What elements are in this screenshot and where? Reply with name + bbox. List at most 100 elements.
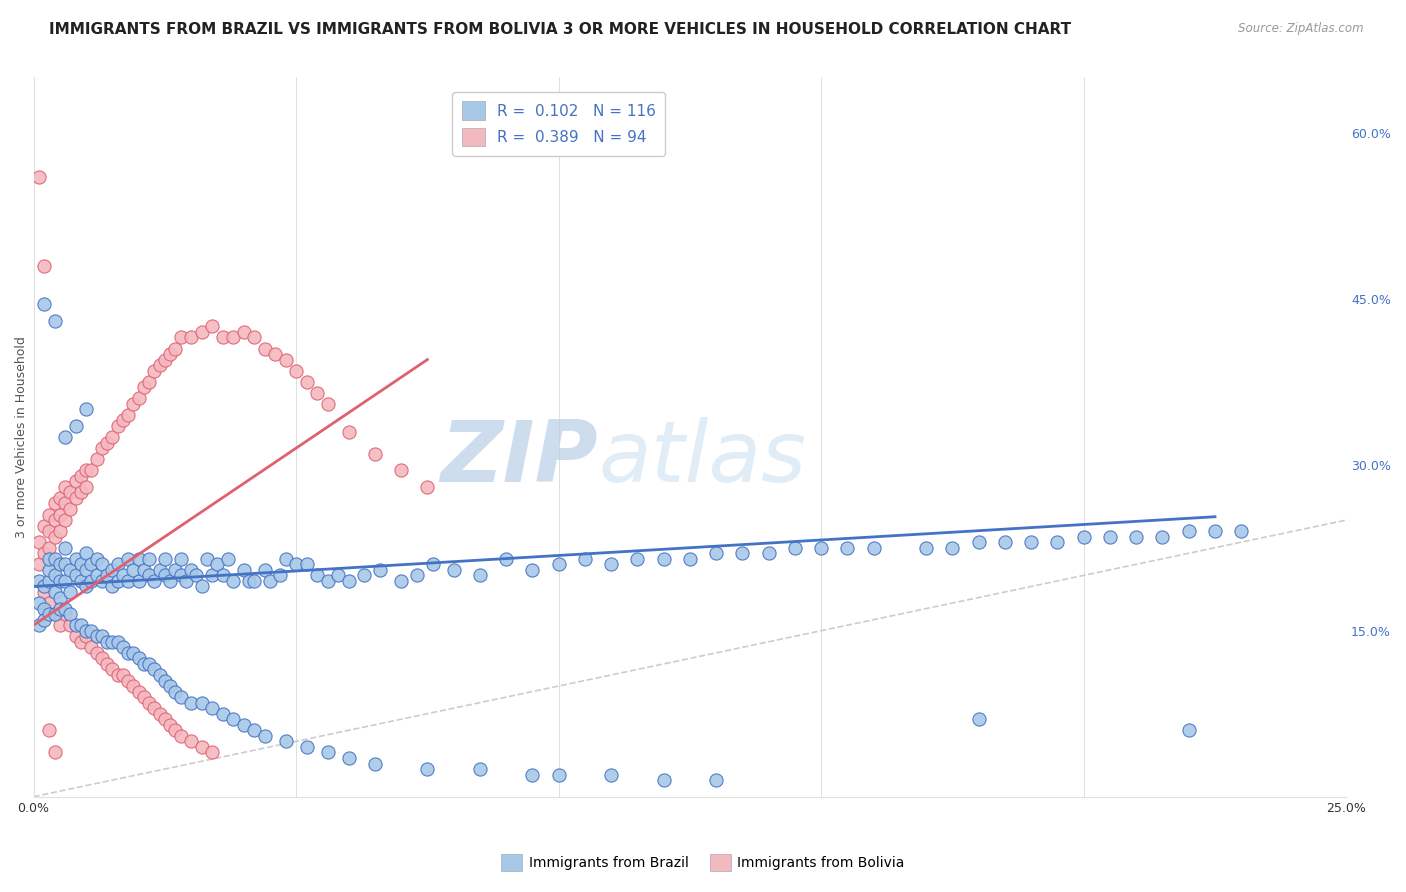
- Point: [174, 574, 197, 588]
- Point: [201, 746, 224, 760]
- Point: [495, 551, 517, 566]
- Point: [165, 563, 187, 577]
- Point: [201, 319, 224, 334]
- Point: [32, 585, 55, 599]
- Y-axis label: 3 or more Vehicles in Household: 3 or more Vehicles in Household: [15, 336, 28, 538]
- Point: [101, 430, 124, 444]
- Point: [44, 607, 66, 621]
- Point: [222, 574, 245, 588]
- Point: [222, 330, 245, 344]
- Point: [153, 712, 176, 726]
- Text: atlas: atlas: [598, 417, 806, 500]
- Point: [32, 613, 55, 627]
- Point: [28, 169, 51, 184]
- Point: [165, 723, 187, 738]
- Point: [316, 746, 339, 760]
- Point: [53, 430, 76, 444]
- Point: [153, 568, 176, 582]
- Point: [704, 546, 727, 560]
- Point: [44, 585, 66, 599]
- Point: [1177, 723, 1199, 738]
- Point: [364, 447, 387, 461]
- Point: [253, 563, 276, 577]
- Point: [107, 574, 129, 588]
- Point: [862, 541, 884, 555]
- Point: [169, 568, 191, 582]
- Point: [180, 563, 202, 577]
- Point: [153, 352, 176, 367]
- Point: [180, 734, 202, 748]
- Point: [44, 568, 66, 582]
- Point: [75, 463, 97, 477]
- Point: [90, 574, 112, 588]
- Legend: R =  0.102   N = 116, R =  0.389   N = 94: R = 0.102 N = 116, R = 0.389 N = 94: [453, 92, 665, 155]
- Point: [53, 574, 76, 588]
- Point: [190, 739, 212, 754]
- Point: [38, 541, 60, 555]
- Point: [243, 330, 266, 344]
- Point: [69, 618, 91, 632]
- Point: [731, 546, 754, 560]
- Point: [143, 574, 166, 588]
- Point: [96, 568, 118, 582]
- Point: [111, 568, 134, 582]
- Point: [75, 629, 97, 643]
- Point: [38, 551, 60, 566]
- Point: [49, 558, 72, 572]
- Point: [96, 634, 118, 648]
- Point: [138, 551, 160, 566]
- Point: [59, 618, 82, 632]
- Point: [38, 524, 60, 538]
- Point: [186, 568, 208, 582]
- Point: [32, 601, 55, 615]
- Point: [90, 441, 112, 455]
- Point: [86, 452, 108, 467]
- Point: [159, 574, 181, 588]
- Point: [138, 375, 160, 389]
- Point: [107, 668, 129, 682]
- Point: [138, 696, 160, 710]
- Point: [316, 574, 339, 588]
- Point: [96, 435, 118, 450]
- Point: [53, 513, 76, 527]
- Point: [49, 508, 72, 522]
- Point: [211, 568, 233, 582]
- Point: [159, 679, 181, 693]
- Point: [337, 574, 360, 588]
- Point: [53, 601, 76, 615]
- Point: [143, 662, 166, 676]
- Point: [353, 568, 375, 582]
- Point: [107, 419, 129, 434]
- Point: [941, 541, 963, 555]
- Point: [53, 541, 76, 555]
- Point: [132, 657, 155, 671]
- Point: [49, 574, 72, 588]
- Point: [132, 380, 155, 394]
- Point: [443, 563, 465, 577]
- Point: [1019, 535, 1042, 549]
- Point: [337, 751, 360, 765]
- Point: [49, 601, 72, 615]
- Point: [295, 739, 318, 754]
- Point: [679, 551, 702, 566]
- Point: [80, 624, 103, 638]
- Point: [967, 712, 990, 726]
- Point: [652, 551, 675, 566]
- Point: [53, 480, 76, 494]
- Point: [190, 325, 212, 339]
- Point: [117, 646, 139, 660]
- Point: [195, 551, 218, 566]
- Point: [122, 563, 145, 577]
- Point: [101, 579, 124, 593]
- Point: [111, 668, 134, 682]
- Point: [65, 419, 87, 434]
- Point: [783, 541, 806, 555]
- Point: [122, 646, 145, 660]
- Point: [38, 563, 60, 577]
- Point: [165, 342, 187, 356]
- Point: [101, 634, 124, 648]
- Point: [285, 364, 308, 378]
- Point: [101, 563, 124, 577]
- Point: [217, 551, 239, 566]
- Point: [38, 607, 60, 621]
